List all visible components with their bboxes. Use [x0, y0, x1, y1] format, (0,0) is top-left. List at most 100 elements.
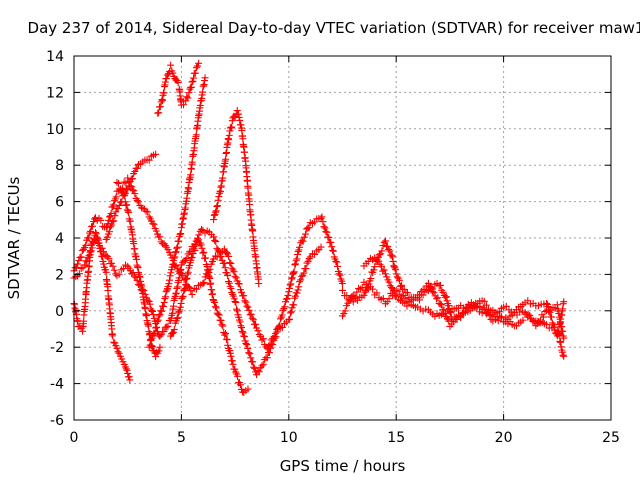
data-point [131, 190, 139, 198]
data-point [171, 253, 179, 261]
data-point [214, 310, 222, 318]
data-point [242, 339, 250, 347]
data-point [502, 302, 510, 310]
data-point [289, 269, 297, 277]
data-point [174, 309, 182, 317]
data-point [130, 187, 138, 195]
data-point [347, 296, 355, 304]
data-point [189, 77, 197, 85]
data-point [434, 294, 442, 302]
data-point [195, 59, 203, 67]
data-point [329, 247, 337, 255]
data-point [85, 234, 93, 242]
data-point [119, 188, 127, 196]
data-point [259, 335, 267, 343]
data-point [164, 322, 172, 330]
data-point [122, 365, 130, 373]
data-point [225, 131, 233, 139]
data-point [380, 266, 388, 274]
data-point [380, 238, 388, 246]
data-point [367, 275, 375, 283]
data-point [290, 301, 298, 309]
data-point [185, 89, 193, 97]
data-point [223, 248, 231, 256]
data-point [296, 278, 304, 286]
data-point [279, 306, 287, 314]
data-point [172, 289, 180, 297]
data-point [432, 295, 440, 303]
data-point [392, 266, 400, 274]
data-point [539, 313, 547, 321]
data-point [134, 198, 142, 206]
data-point [250, 363, 258, 371]
data-point [152, 227, 160, 235]
data-point [210, 297, 218, 305]
data-point [294, 248, 302, 256]
data-point [110, 197, 118, 205]
data-point [381, 237, 389, 245]
x-tick-label: 5 [177, 430, 186, 446]
data-point [92, 230, 100, 238]
data-point [188, 290, 196, 298]
data-point [173, 284, 181, 292]
data-point [182, 281, 190, 289]
data-point [128, 175, 136, 183]
data-point [286, 309, 294, 317]
data-point [255, 368, 263, 376]
data-point [192, 242, 200, 250]
data-point [242, 298, 250, 306]
data-point [524, 310, 532, 318]
data-point [237, 121, 245, 129]
data-point [76, 254, 84, 262]
data-point [133, 276, 141, 284]
data-point [560, 334, 568, 342]
data-point [160, 89, 168, 97]
data-point [238, 327, 246, 335]
data-point [339, 286, 346, 294]
data-point [341, 307, 349, 315]
data-point [345, 297, 353, 305]
data-point [559, 351, 567, 359]
data-point [183, 93, 191, 101]
data-point [110, 217, 118, 225]
data-point [123, 366, 131, 374]
data-point [212, 304, 220, 312]
data-point [473, 302, 481, 310]
data-point [128, 186, 136, 194]
data-point [107, 223, 115, 231]
data-point [322, 228, 330, 236]
data-point [296, 243, 304, 251]
data-point [154, 316, 162, 324]
data-point [379, 242, 387, 250]
data-point [303, 259, 311, 267]
data-point [384, 243, 392, 251]
data-point [169, 329, 177, 337]
data-point [186, 85, 194, 93]
data-point [133, 196, 141, 204]
data-point [105, 255, 113, 263]
data-point [199, 280, 207, 288]
data-point [215, 247, 223, 255]
data-point [439, 288, 447, 296]
data-point [109, 332, 117, 340]
y-tick-label: 14 [46, 49, 64, 65]
data-point [226, 127, 234, 135]
data-point [122, 201, 130, 209]
data-point [224, 278, 232, 286]
data-point [218, 321, 226, 329]
data-point [210, 211, 218, 219]
data-point [323, 228, 331, 236]
data-point [294, 286, 302, 294]
data-point [175, 237, 183, 245]
series-PRN-l [360, 254, 568, 342]
data-point [115, 349, 123, 357]
data-point [436, 281, 444, 289]
data-point [267, 344, 275, 352]
x-tick-label: 20 [495, 430, 513, 446]
data-point [230, 268, 238, 276]
data-point [126, 376, 134, 384]
data-point [206, 274, 214, 282]
data-point [176, 270, 184, 278]
data-point [234, 110, 242, 118]
data-point [210, 216, 218, 224]
